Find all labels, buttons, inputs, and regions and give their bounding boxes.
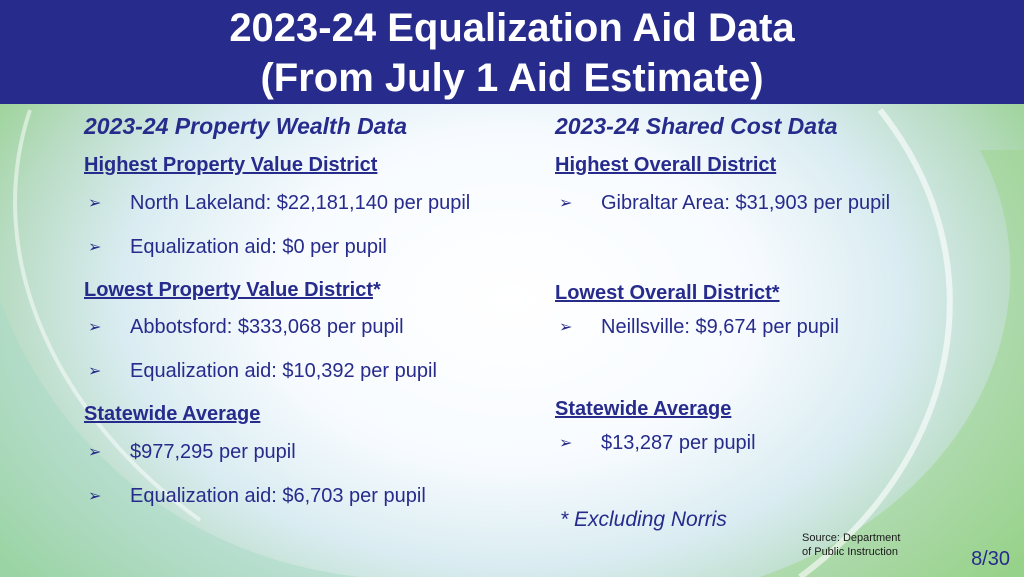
highest-overall-label: Highest Overall District [555,154,777,176]
lowest-property-label: Lowest Property Value District [84,279,373,301]
lowest-overall-label: Lowest Overall District* [555,282,780,304]
arrow-bullet-icon: ➢ [559,195,573,212]
list-item: ➢ Gibraltar Area: $31,903 per pupil [559,192,891,214]
source-note: Source: Department of Public Instruction [802,532,901,558]
list-item: ➢ $13,287 per pupil [559,432,756,454]
statewide-average-label-right: Statewide Average [555,398,732,420]
list-item: ➢ Equalization aid: $6,703 per pupil [88,485,426,507]
list-item: ➢ Neillsville: $9,674 per pupil [559,316,839,338]
arrow-bullet-icon: ➢ [88,239,102,256]
title-line-1: 2023-24 Equalization Aid Data [229,6,795,50]
list-item: ➢ Equalization aid: $0 per pupil [88,236,387,258]
lowest-property-heading: Lowest Property Value District* [84,279,381,302]
arrow-bullet-icon: ➢ [88,488,102,505]
slide-title: 2023-24 Equalization Aid Data (From July… [0,0,1024,104]
arrow-bullet-icon: ➢ [88,319,102,336]
title-line-2: (From July 1 Aid Estimate) [260,56,764,100]
footnote: * Excluding Norris [560,508,727,531]
arrow-bullet-icon: ➢ [88,444,102,461]
property-wealth-title: 2023-24 Property Wealth Data [84,113,407,139]
list-item: ➢ $977,295 per pupil [88,441,296,463]
arrow-bullet-icon: ➢ [88,363,102,380]
asterisk: * [372,279,381,301]
shared-cost-title: 2023-24 Shared Cost Data [555,113,838,139]
list-item: ➢ North Lakeland: $22,181,140 per pupil [88,192,471,214]
page-number: 8/30 [971,548,1010,570]
statewide-average-label-left: Statewide Average [84,403,261,425]
list-item: ➢ Abbotsford: $333,068 per pupil [88,316,404,338]
arrow-bullet-icon: ➢ [88,195,102,212]
arrow-bullet-icon: ➢ [559,435,573,452]
arrow-bullet-icon: ➢ [559,319,573,336]
list-item: ➢ Equalization aid: $10,392 per pupil [88,360,437,382]
highest-property-label: Highest Property Value District [84,154,378,176]
